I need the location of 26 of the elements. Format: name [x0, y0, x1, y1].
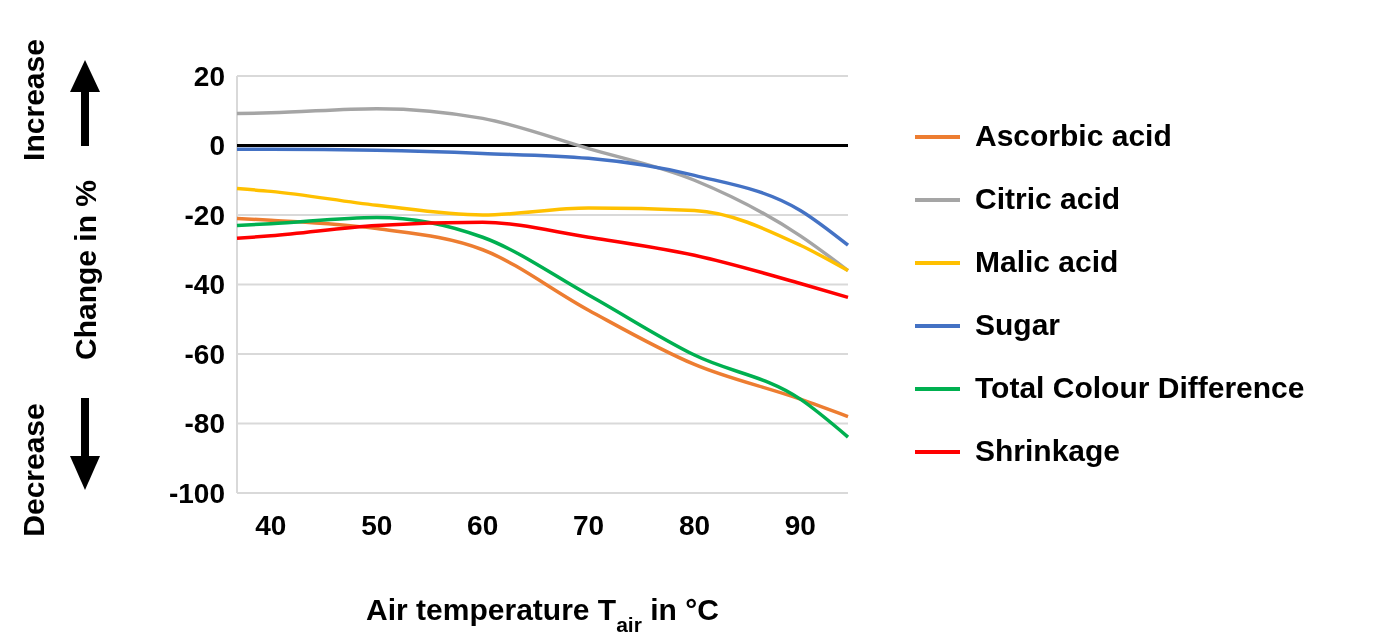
- text: Increase: [17, 39, 50, 161]
- y-tick-label: -100: [168, 477, 225, 509]
- y-tick-label: 20: [193, 60, 225, 92]
- y-axis-title: Change in %: [69, 179, 102, 361]
- line-series: [235, 186, 850, 273]
- x-tick-label: 60: [467, 510, 499, 541]
- x-axis-title: Air temperature T$_{air}$ in °C: [366, 593, 719, 633]
- y-tick-label: -80: [184, 408, 225, 440]
- legend-label: Total Colour Difference: [975, 370, 1305, 404]
- text: Decrease: [17, 403, 50, 537]
- y-tick-label: -40: [184, 269, 225, 301]
- legend-label: Sugar: [975, 307, 1061, 341]
- legend-label: Shrinkage: [975, 433, 1121, 467]
- line-series: [235, 147, 850, 247]
- legend-label: Ascorbic acid: [975, 118, 1172, 152]
- x-tick-label: 70: [572, 510, 605, 541]
- y-tick-label: 0: [209, 130, 225, 162]
- line-series: [235, 220, 850, 300]
- x-tick-label: 50: [361, 510, 393, 541]
- x-tick-label: 40: [255, 510, 287, 541]
- legend-label: Citric acid: [975, 181, 1121, 215]
- y-tick-label: -20: [184, 199, 225, 231]
- y-tick-label: -60: [184, 338, 225, 370]
- legend-label: Malic acid: [975, 244, 1119, 278]
- x-tick-label: 80: [678, 510, 711, 541]
- x-tick-label: 90: [784, 510, 816, 541]
